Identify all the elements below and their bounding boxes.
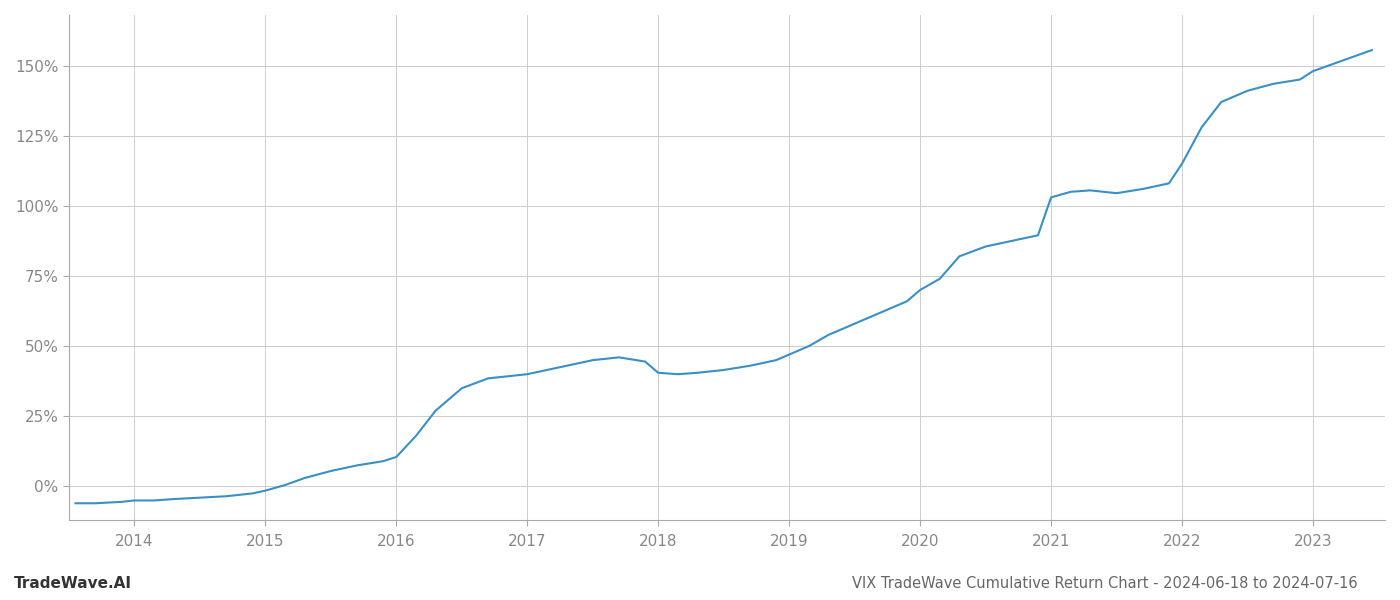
Text: VIX TradeWave Cumulative Return Chart - 2024-06-18 to 2024-07-16: VIX TradeWave Cumulative Return Chart - …: [853, 576, 1358, 591]
Text: TradeWave.AI: TradeWave.AI: [14, 576, 132, 591]
